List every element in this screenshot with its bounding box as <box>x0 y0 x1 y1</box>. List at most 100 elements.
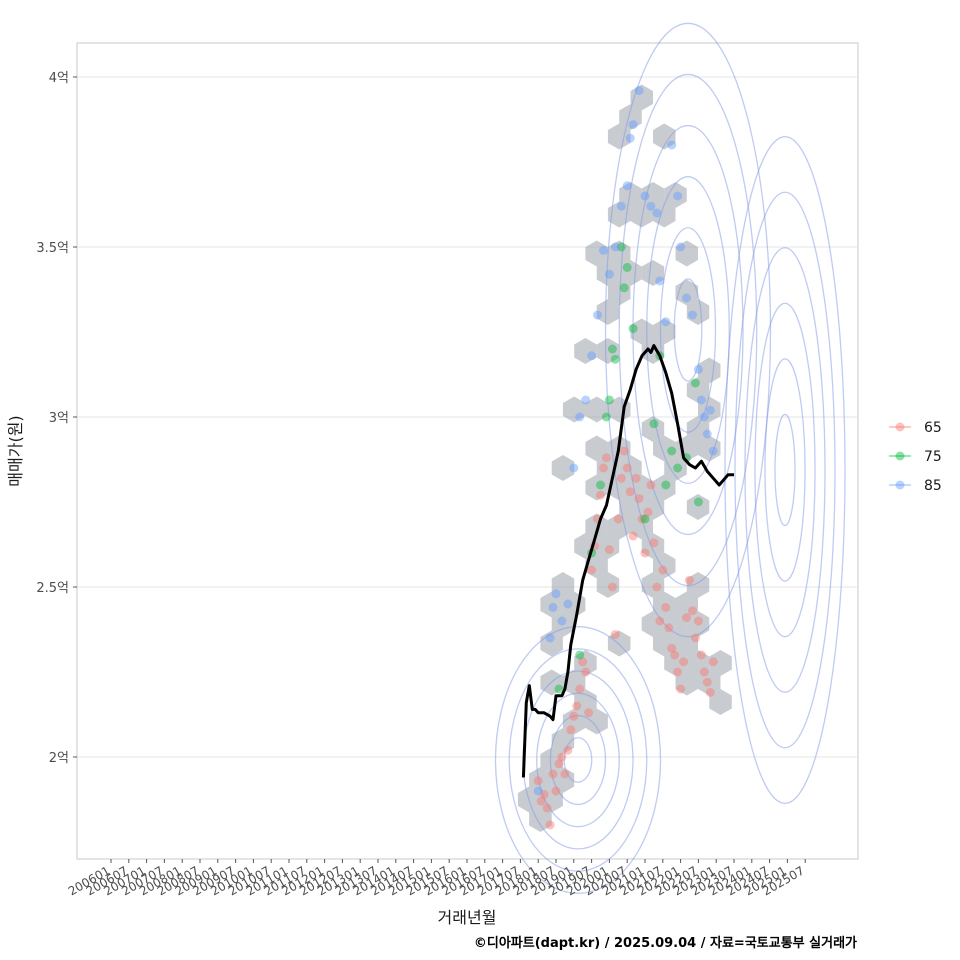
hexbin-cell <box>607 279 631 306</box>
point-75 <box>616 242 626 252</box>
point-85 <box>646 201 656 211</box>
hexbin-cell <box>551 572 575 598</box>
hexbin-cell <box>607 201 631 228</box>
density-contour <box>604 22 772 638</box>
density-contour <box>673 278 703 382</box>
legend-label: 85 <box>924 478 942 494</box>
hexbin-cell <box>686 494 710 520</box>
hexbin-cell <box>664 182 687 208</box>
point-65 <box>563 745 573 755</box>
point-65 <box>625 487 635 497</box>
legend-label: 75 <box>924 449 942 465</box>
hexbin-cell <box>641 260 665 286</box>
point-85 <box>599 245 608 255</box>
point-65 <box>628 531 638 541</box>
point-65 <box>613 514 623 524</box>
density-contour <box>744 247 826 693</box>
point-65 <box>587 565 597 575</box>
point-75 <box>554 684 564 694</box>
y-axis-title: 매매가(원) <box>6 415 25 486</box>
point-65 <box>682 613 691 623</box>
hexbin-cell <box>551 767 575 793</box>
hexbin-cell <box>664 611 687 637</box>
point-75 <box>610 354 620 364</box>
hexbin-cell <box>574 650 597 676</box>
point-75 <box>575 650 585 660</box>
point-65 <box>685 575 694 585</box>
trend-line <box>521 344 734 778</box>
point-65 <box>640 548 650 558</box>
point-65 <box>548 769 558 779</box>
point-85 <box>708 446 718 456</box>
point-65 <box>575 684 585 694</box>
hexbin-cell <box>675 669 698 696</box>
density-contour <box>659 227 717 433</box>
point-65 <box>554 759 564 769</box>
density-contour <box>754 302 816 638</box>
legend: 65 75 85 <box>889 420 942 494</box>
point-65 <box>705 687 715 697</box>
point-75 <box>596 480 605 490</box>
hexbin-cell <box>529 806 552 832</box>
point-65 <box>702 677 712 687</box>
density-contour <box>494 626 662 894</box>
hexbin-cell <box>607 474 631 501</box>
hexbin-cell <box>641 494 665 520</box>
point-65 <box>566 725 576 735</box>
hexbin-cell <box>540 747 563 774</box>
point-65 <box>655 616 665 626</box>
hexbin-cell <box>664 650 687 676</box>
point-85 <box>699 412 709 422</box>
point-65 <box>658 565 668 575</box>
y-tick-label: 2억 <box>49 751 69 766</box>
hexbin-cell <box>585 435 608 462</box>
point-85 <box>655 276 665 286</box>
point-75 <box>640 514 650 524</box>
point-85 <box>548 602 558 612</box>
point-85 <box>696 395 706 405</box>
hexbin-cell <box>653 474 676 501</box>
hexbin-cell <box>630 513 653 540</box>
point-85 <box>640 191 650 201</box>
point-85 <box>628 120 638 130</box>
point-85 <box>661 317 671 327</box>
hexbin-cell <box>551 455 575 481</box>
hexbin-cell <box>698 357 721 384</box>
y-tick-label: 3.5억 <box>36 241 69 256</box>
hexbin-cell <box>540 786 563 813</box>
point-65 <box>631 473 641 483</box>
density-contours <box>494 22 846 894</box>
point-65 <box>688 606 697 616</box>
hexbin-cell <box>653 318 676 345</box>
point-85 <box>705 405 715 415</box>
point-85 <box>634 86 644 96</box>
point-75 <box>667 446 677 456</box>
hexbin-cell <box>653 435 676 462</box>
point-85 <box>693 364 703 374</box>
point-65 <box>676 684 686 694</box>
point-65 <box>616 473 626 483</box>
point-85 <box>676 242 686 252</box>
point-85 <box>702 429 712 439</box>
y-tick-label: 3억 <box>49 411 69 426</box>
density-contour <box>646 176 730 484</box>
point-65 <box>696 650 706 660</box>
point-75 <box>604 395 614 405</box>
caption: ©디아파트(dapt.kr) / 2025.09.04 / 자료=국토교통부 실… <box>474 935 857 951</box>
hexbin-cell <box>574 689 597 715</box>
point-65 <box>578 657 588 667</box>
point-65 <box>557 752 567 762</box>
point-65 <box>693 616 703 626</box>
point-65 <box>539 789 549 799</box>
hexbin-cell <box>585 474 608 501</box>
hexbin-cell <box>698 669 721 696</box>
point-65 <box>560 769 570 779</box>
hexbin-cell <box>619 494 642 520</box>
hexbin-cell <box>686 299 710 325</box>
point-85 <box>557 616 567 626</box>
point-75 <box>673 463 683 473</box>
y-tick-label: 4억 <box>49 71 69 86</box>
point-85 <box>551 589 561 599</box>
hexbin-cell <box>709 689 732 715</box>
